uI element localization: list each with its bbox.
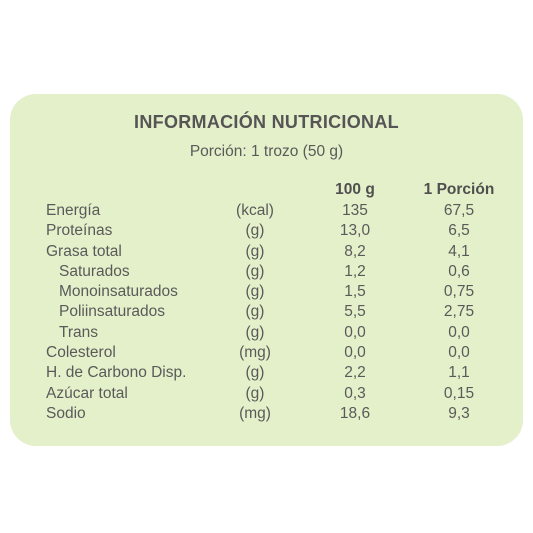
nutrient-value-100g: 0,3 bbox=[344, 384, 366, 402]
nutrient-unit: (g) bbox=[245, 364, 265, 382]
nutrient-value-100g: 2,2 bbox=[344, 364, 366, 382]
nutrient-unit: (g) bbox=[245, 222, 265, 240]
nutrition-title: INFORMACIÓN NUTRICIONAL bbox=[134, 112, 399, 132]
nutrient-value-portion: 4,1 bbox=[448, 242, 470, 260]
nutrient-row: Monoinsaturados (g) 1,5 0,75 bbox=[10, 282, 523, 302]
nutrient-unit: (mg) bbox=[239, 344, 271, 362]
nutrient-value-100g: 18,6 bbox=[339, 404, 371, 422]
nutrient-value-portion: 2,75 bbox=[443, 303, 475, 321]
nutrient-name: Grasa total bbox=[46, 242, 122, 260]
nutrition-facts-card: INFORMACIÓN NUTRICIONAL Porción: 1 trozo… bbox=[10, 94, 523, 446]
nutrient-value-portion: 0,6 bbox=[448, 262, 470, 280]
nutrient-value-portion: 0,0 bbox=[448, 323, 470, 341]
nutrient-unit: (g) bbox=[245, 242, 265, 260]
nutrient-unit: (kcal) bbox=[236, 202, 274, 219]
nutrient-unit: (g) bbox=[245, 323, 265, 341]
nutrient-row: Poliinsaturados (g) 5,5 2,75 bbox=[10, 302, 523, 322]
nutrient-name: H. de Carbono Disp. bbox=[46, 364, 187, 382]
nutrient-row: H. de Carbono Disp. (g) 2,2 1,1 bbox=[10, 363, 523, 383]
nutrient-unit: (g) bbox=[245, 303, 265, 321]
nutrient-value-portion: 0,0 bbox=[448, 344, 470, 362]
nutrient-value-100g: 1,5 bbox=[344, 283, 366, 301]
nutrient-name: Saturados bbox=[59, 262, 130, 280]
nutrient-value-portion: 9,3 bbox=[448, 404, 470, 422]
nutrient-value-portion: 6,5 bbox=[448, 222, 470, 240]
column-header-portion: 1 Porción bbox=[423, 181, 495, 198]
nutrient-value-portion: 67,5 bbox=[443, 202, 475, 219]
nutrient-value-100g: 8,2 bbox=[344, 242, 366, 260]
nutrient-value-portion: 0,15 bbox=[443, 384, 475, 402]
nutrient-unit: (g) bbox=[245, 384, 265, 402]
nutrient-table: Energía (kcal) 135 67,5 Proteínas (g) 13… bbox=[10, 201, 523, 424]
nutrient-name: Azúcar total bbox=[46, 384, 128, 402]
nutrient-value-100g: 1,2 bbox=[344, 262, 366, 280]
nutrient-value-portion: 1,1 bbox=[448, 364, 470, 382]
nutrient-value-100g: 0,0 bbox=[344, 344, 366, 362]
nutrient-row: Saturados (g) 1,2 0,6 bbox=[10, 262, 523, 282]
nutrient-name: Poliinsaturados bbox=[59, 303, 165, 321]
nutrient-unit: (mg) bbox=[239, 404, 271, 422]
nutrient-unit: (g) bbox=[245, 283, 265, 301]
nutrient-row: Azúcar total (g) 0,3 0,15 bbox=[10, 384, 523, 404]
nutrient-row: Sodio (mg) 18,6 9,3 bbox=[10, 404, 523, 424]
nutrient-row: Proteínas (g) 13,0 6,5 bbox=[10, 221, 523, 241]
nutrient-name: Proteínas bbox=[46, 222, 113, 240]
nutrient-row: Colesterol (mg) 0,0 0,0 bbox=[10, 343, 523, 363]
nutrient-value-100g: 13,0 bbox=[339, 222, 371, 240]
column-header-100g: 100 g bbox=[335, 181, 375, 198]
nutrient-value-portion: 0,75 bbox=[443, 283, 475, 301]
nutrient-row: Trans (g) 0,0 0,0 bbox=[10, 323, 523, 343]
nutrient-unit: (g) bbox=[245, 262, 265, 280]
serving-size: Porción: 1 trozo (50 g) bbox=[189, 143, 344, 160]
nutrient-name: Trans bbox=[59, 323, 99, 341]
nutrient-name: Sodio bbox=[46, 404, 86, 422]
nutrient-value-100g: 5,5 bbox=[344, 303, 366, 321]
nutrient-name: Monoinsaturados bbox=[59, 283, 178, 301]
nutrient-row: Grasa total (g) 8,2 4,1 bbox=[10, 242, 523, 262]
nutrient-value-100g: 135 bbox=[342, 202, 368, 219]
nutrient-name: Energía bbox=[46, 202, 101, 219]
nutrient-value-100g: 0,0 bbox=[344, 323, 366, 341]
nutrient-name: Colesterol bbox=[46, 344, 116, 362]
nutrient-row: Energía (kcal) 135 67,5 bbox=[10, 201, 523, 221]
